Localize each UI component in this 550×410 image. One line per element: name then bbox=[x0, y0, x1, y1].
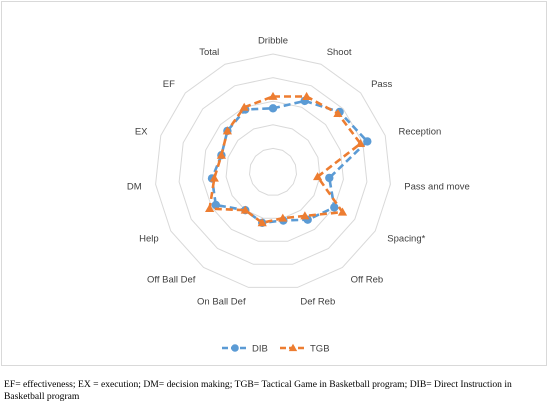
axis-label-off-reb: Off Reb bbox=[351, 274, 384, 285]
point-tgb-total bbox=[239, 102, 249, 111]
point-dib-reception bbox=[363, 137, 372, 146]
legend: DIB TGB bbox=[222, 344, 330, 355]
series-layer bbox=[205, 91, 372, 227]
point-tgb-spacing bbox=[337, 207, 348, 216]
axis-label-pass-and-move: Pass and move bbox=[404, 181, 469, 192]
radar-grid bbox=[155, 53, 391, 288]
point-tgb-shoot bbox=[302, 91, 312, 100]
point-tgb-help bbox=[205, 204, 215, 212]
point-tgb-reception bbox=[355, 139, 366, 147]
axis-label-ef: EF bbox=[163, 79, 175, 90]
axis-labels: Dribble Shoot Pass Reception Pass and move Sp… bbox=[127, 36, 470, 308]
point-tgb-on-ball-def bbox=[257, 218, 267, 227]
axis-label-ex: EX bbox=[135, 127, 148, 138]
axis-label-dm: DM bbox=[127, 181, 142, 192]
point-tgb-off-ball-def bbox=[240, 205, 250, 214]
axis-label-dribble: Dribble bbox=[258, 36, 288, 47]
point-tgb-off-reb bbox=[300, 211, 310, 220]
point-tgb-ex bbox=[216, 150, 226, 159]
caption-line-2: Basketball program bbox=[4, 391, 80, 402]
axis-label-def-reb: Def Reb bbox=[300, 297, 335, 308]
legend-label-dib: DIB bbox=[252, 344, 268, 355]
grid-ring-5 bbox=[155, 53, 391, 288]
axis-label-spacing: Spacing* bbox=[387, 234, 425, 245]
point-tgb-ef bbox=[222, 126, 232, 135]
radar-chart: Dribble Shoot Pass Reception Pass and move Sp… bbox=[127, 36, 470, 355]
axis-label-reception: Reception bbox=[399, 127, 442, 138]
axis-label-shoot: Shoot bbox=[327, 47, 352, 58]
axis-label-total: Total bbox=[199, 47, 219, 58]
point-tgb-def-reb bbox=[278, 213, 288, 222]
legend-item-dib: DIB bbox=[222, 344, 268, 355]
axis-label-pass: Pass bbox=[371, 79, 392, 90]
grid-ring-2 bbox=[225, 124, 321, 219]
point-dib-help bbox=[211, 200, 220, 210]
axis-label-off-ball-def: Off Ball Def bbox=[147, 274, 196, 285]
series-tgb bbox=[205, 91, 366, 227]
grid-ring-1 bbox=[248, 147, 298, 196]
point-tgb-dm bbox=[209, 173, 219, 182]
legend-item-tgb: TGB bbox=[280, 344, 330, 355]
chart-frame bbox=[1, 1, 547, 366]
point-tgb-pass bbox=[333, 109, 343, 117]
point-dib-pass-and-move bbox=[325, 173, 334, 183]
legend-label-tgb: TGB bbox=[310, 344, 330, 355]
legend-marker-tgb bbox=[288, 343, 298, 352]
point-dib-spacing bbox=[330, 203, 339, 212]
axis-label-help: Help bbox=[139, 234, 159, 245]
caption-line-1: EF= effectiveness; EX = execution; DM= d… bbox=[4, 379, 512, 390]
point-tgb-dribble bbox=[268, 91, 278, 100]
axis-label-on-ball-def: On Ball Def bbox=[197, 297, 246, 308]
point-tgb-pass-and-move bbox=[313, 172, 323, 181]
series-line-tgb bbox=[208, 95, 362, 225]
series-line-dib bbox=[210, 99, 369, 225]
grid-ring-3 bbox=[202, 100, 344, 242]
point-dib-dribble bbox=[268, 104, 278, 113]
legend-marker-dib bbox=[231, 344, 239, 352]
figure-caption: EF= effectiveness; EX = execution; DM= d… bbox=[4, 379, 546, 403]
